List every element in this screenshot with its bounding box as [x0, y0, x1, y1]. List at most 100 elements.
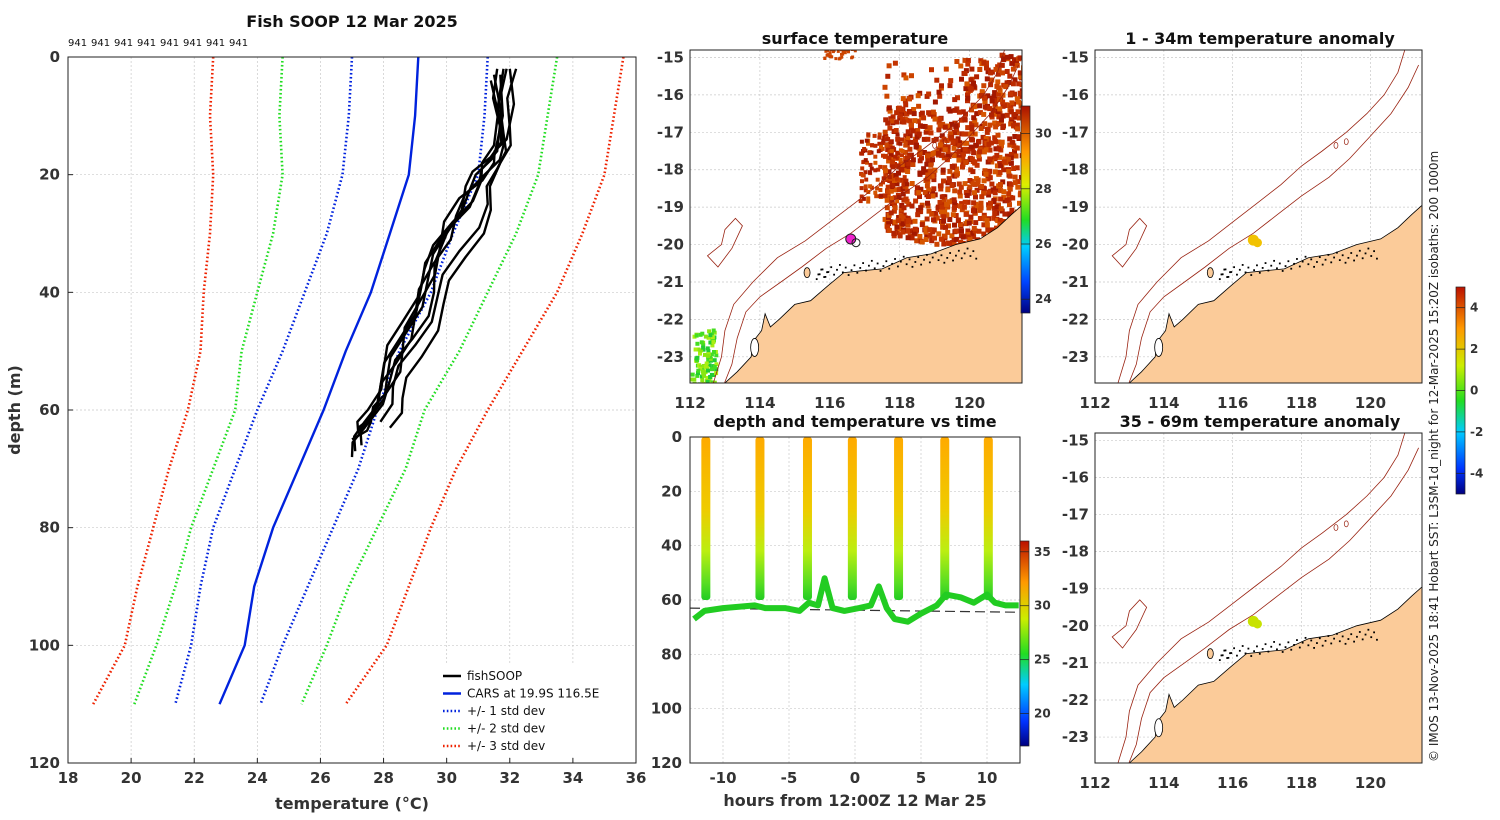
anom2-coastal-detail	[1238, 649, 1241, 652]
sst-pixel	[1007, 142, 1013, 148]
profile-series	[92, 57, 625, 705]
sst-pixel	[890, 164, 896, 170]
sst-pixel	[712, 358, 717, 363]
sst-pixel	[914, 134, 920, 140]
ts-x-tick: -5	[781, 769, 798, 787]
sst-pixel	[986, 205, 992, 211]
sst-pixel	[863, 158, 868, 163]
sst-pixel	[967, 184, 973, 190]
sst-pixel	[897, 113, 903, 119]
sst-coastal-detail	[969, 255, 972, 257]
sst-pixel	[971, 234, 977, 240]
sst-pixel	[1008, 117, 1014, 123]
anom2-coastal-detail	[1261, 648, 1264, 650]
anom2-coastal-detail	[1278, 643, 1281, 646]
sst-pixel	[706, 335, 711, 340]
anomaly-colorbar: -4 -2 0 2 4	[1455, 286, 1483, 495]
anom1-coastal-detail	[1310, 258, 1313, 261]
sst-coastal-detail	[833, 273, 836, 276]
sst-pixel	[997, 106, 1003, 112]
sst-coastal-detail	[847, 274, 850, 276]
sst-pixel	[1004, 197, 1010, 203]
sst-pixel	[993, 66, 999, 72]
sst-pixel	[981, 60, 987, 66]
sst-pixel	[704, 361, 709, 366]
sst-pixel	[711, 328, 716, 333]
sst-pixel	[692, 381, 697, 383]
sst-pixel	[982, 168, 988, 174]
profile-top-label: 941	[68, 38, 87, 49]
sst-pixel	[863, 184, 868, 189]
sst-plateau-isobath	[706, 217, 743, 268]
sst-pixel	[996, 85, 1002, 91]
sst-pixel	[971, 200, 977, 206]
sst-pixel	[947, 108, 953, 114]
sst-pixel	[937, 93, 943, 99]
sst-pixel	[966, 187, 972, 193]
sst-pixel	[948, 78, 954, 84]
sst-pixel	[928, 168, 934, 174]
sst-pixel	[965, 61, 971, 67]
sst-coastal-detail	[841, 271, 844, 274]
anom2-coastal-detail	[1290, 648, 1293, 651]
sst-pixel	[962, 117, 968, 123]
sst-pixel	[883, 168, 888, 174]
sst-pixel	[989, 112, 994, 118]
anom1-coastal-detail	[1278, 262, 1281, 265]
anom1-y-tick: -19	[1062, 198, 1089, 216]
sst-pixel	[873, 190, 878, 195]
sst-pixel	[887, 175, 892, 180]
sst-pixel	[979, 89, 985, 95]
sst-pixel	[982, 121, 988, 127]
sst-pixel	[973, 194, 978, 200]
anom1-y-tick: -21	[1062, 273, 1089, 291]
sst-pixel	[1004, 80, 1010, 86]
sst-pixel	[940, 204, 945, 210]
sst-pixel	[929, 211, 935, 217]
sst-reef	[932, 142, 937, 149]
sst-pixel	[1015, 184, 1021, 190]
sst-pixel	[714, 353, 719, 358]
sst-pixel	[859, 194, 864, 199]
sst-pixel	[966, 234, 972, 240]
sst-pixel	[887, 156, 892, 161]
sst-pixel	[997, 221, 1003, 227]
sst-pixel	[708, 333, 713, 338]
sst-pixel	[914, 142, 919, 148]
sst-ticks: 112 114 116 118 120 -15 -16 -17 -18 -19 -20 -21 -22 -…	[657, 48, 985, 412]
sst-y-tick: -17	[657, 123, 684, 141]
sst-y-tick: -19	[657, 198, 684, 216]
sst-pixel	[1016, 115, 1022, 121]
sst-pixel	[940, 146, 946, 152]
sst-pixel	[873, 154, 878, 159]
sst-pixel	[981, 231, 987, 237]
sst-pixel	[916, 131, 922, 137]
sst-pixel	[705, 346, 710, 351]
sst-pixel	[1000, 179, 1006, 185]
sst-pixel	[962, 146, 968, 152]
sst-pixel	[957, 140, 962, 146]
sst-pixel	[712, 330, 717, 335]
sst-pixel	[899, 166, 905, 172]
profile-grid	[68, 57, 636, 763]
sst-pixel	[1015, 109, 1021, 115]
sst-pixel	[932, 116, 938, 122]
anom1-coastal-detail	[1229, 271, 1231, 274]
sst-pixel	[934, 241, 940, 247]
sst-pixel	[936, 231, 942, 237]
anom1-coastal-detail	[1333, 256, 1335, 259]
sst-pixel	[909, 139, 915, 145]
sst-coastal-detail	[949, 252, 952, 254]
sst-pixel	[861, 160, 866, 165]
profile-x-ticks: 18 20 22 24 26 28 30 32 34 36	[58, 758, 646, 787]
anom2-coastal-detail	[1253, 650, 1255, 653]
sst-pixel	[987, 147, 993, 153]
sst-pixel	[1018, 103, 1022, 109]
anom1-reef	[1333, 142, 1339, 149]
sst-pixel	[905, 235, 911, 241]
sst-pixel	[906, 109, 912, 114]
profile-x-tick: 28	[373, 769, 394, 787]
sst-coastal-detail	[868, 264, 870, 267]
anom2-coastal-detail	[1350, 633, 1353, 636]
sst-colorbar-tick: 24	[1035, 292, 1052, 306]
